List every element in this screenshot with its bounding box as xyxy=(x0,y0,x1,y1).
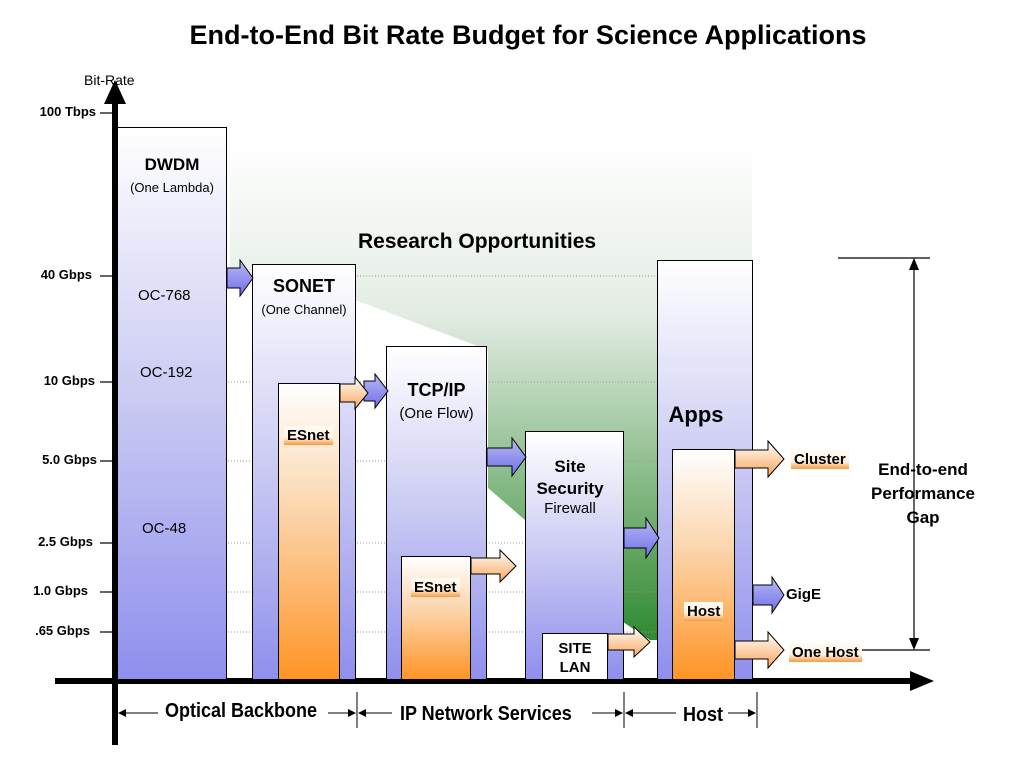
arrow-site-to-apps xyxy=(623,516,660,560)
arrow-site-lan-out xyxy=(607,625,651,659)
gap-line3: Gap xyxy=(906,508,940,527)
arrow-to-cluster xyxy=(734,439,785,479)
tick-label-65gbps: .65 Gbps xyxy=(35,623,90,638)
tick-label-10gbps: 10 Gbps xyxy=(43,373,95,388)
site-lan-line2: LAN xyxy=(559,659,591,676)
gap-line1: End-to-end xyxy=(878,460,968,479)
y-axis-label: Bit-Rate xyxy=(84,72,135,88)
site-lan-box xyxy=(542,633,608,680)
firewall-label: Firewall xyxy=(544,500,596,517)
tick-label-5gbps: 5.0 Gbps xyxy=(42,452,97,467)
one-host-label: One Host xyxy=(789,643,862,662)
research-opportunities-label: Research Opportunities xyxy=(358,230,597,253)
x-axis-arrowhead xyxy=(910,671,934,691)
host-label: Host xyxy=(684,602,724,621)
cluster-label: Cluster xyxy=(791,450,849,469)
tick-marks xyxy=(100,112,112,633)
tcpip-esnet-label: ESnet xyxy=(411,578,460,597)
sonet-title: SONET xyxy=(272,276,335,296)
y-axis-arrowhead xyxy=(104,80,126,104)
site-title-line1: Site xyxy=(554,457,586,476)
tcpip-esnet-subcolumn xyxy=(401,556,471,680)
arrow-dwdm-to-sonet xyxy=(226,258,254,298)
page-title: End-to-End Bit Rate Budget for Science A… xyxy=(189,20,867,50)
host-subcolumn xyxy=(672,449,735,680)
dwdm-title: DWDM xyxy=(144,155,200,174)
tick-label-2-5gbps: 2.5 Gbps xyxy=(38,534,93,549)
arrow-sonet-to-tcpip xyxy=(363,372,389,410)
arrow-tcpip-to-site xyxy=(486,436,527,478)
site-lan-line1: SITE xyxy=(558,640,592,657)
tick-label-1gbps: 1.0 Gbps xyxy=(33,583,88,598)
site-security-title: Site Security xyxy=(525,456,615,500)
arrow-esnet-tcpip-out xyxy=(470,548,517,584)
sonet-esnet-label: ESnet xyxy=(284,426,333,445)
tcpip-title: TCP/IP xyxy=(407,380,466,400)
dwdm-subtitle: (One Lambda) xyxy=(130,180,214,195)
arrow-esnet-sonet-out xyxy=(339,375,369,411)
segment-ip-network-services: IP Network Services xyxy=(400,703,572,725)
arrow-to-one-host xyxy=(734,630,785,670)
performance-gap-label: End-to-end Performance Gap xyxy=(858,458,988,530)
apps-title: Apps xyxy=(668,402,724,427)
sonet-subtitle: (One Channel) xyxy=(261,302,347,317)
oc-192-label: OC-192 xyxy=(140,364,193,381)
site-title-line2: Security xyxy=(536,479,604,498)
gap-line2: Performance xyxy=(871,484,975,503)
tick-label-40gbps: 40 Gbps xyxy=(40,267,92,282)
tcpip-subtitle: (One Flow) xyxy=(399,405,474,422)
gige-label: GigE xyxy=(786,586,822,603)
segment-host: Host xyxy=(683,704,724,726)
oc-768-label: OC-768 xyxy=(138,287,191,304)
segment-optical-backbone: Optical Backbone xyxy=(165,700,318,722)
tick-label-100tbps: 100 Tbps xyxy=(39,104,96,119)
arrow-to-gige xyxy=(752,575,785,615)
oc-48-label: OC-48 xyxy=(142,520,187,537)
dwdm-column xyxy=(117,127,227,680)
site-lan-label: SITE LAN xyxy=(542,639,608,677)
